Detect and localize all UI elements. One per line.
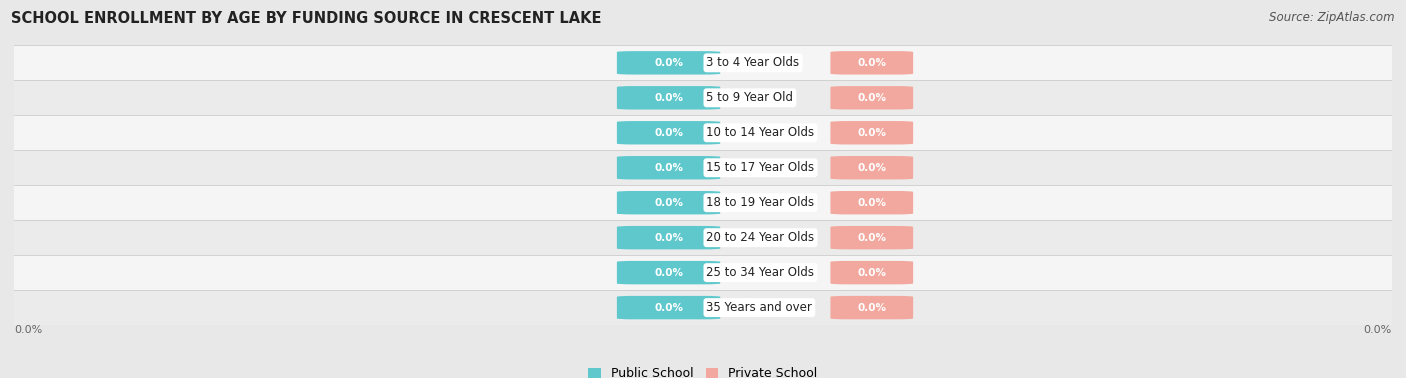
Text: 10 to 14 Year Olds: 10 to 14 Year Olds — [706, 126, 814, 139]
FancyBboxPatch shape — [831, 156, 912, 180]
FancyBboxPatch shape — [831, 261, 912, 284]
Text: 0.0%: 0.0% — [858, 93, 886, 103]
Text: 0.0%: 0.0% — [654, 93, 683, 103]
Text: 18 to 19 Year Olds: 18 to 19 Year Olds — [706, 196, 814, 209]
Text: 20 to 24 Year Olds: 20 to 24 Year Olds — [706, 231, 814, 244]
FancyBboxPatch shape — [831, 226, 912, 249]
Bar — [14, 290, 1392, 325]
Text: 0.0%: 0.0% — [858, 303, 886, 313]
Text: 0.0%: 0.0% — [14, 325, 42, 335]
FancyBboxPatch shape — [831, 191, 912, 214]
Text: 0.0%: 0.0% — [858, 198, 886, 208]
Text: 0.0%: 0.0% — [1364, 325, 1392, 335]
Text: 0.0%: 0.0% — [858, 233, 886, 243]
FancyBboxPatch shape — [831, 296, 912, 319]
Text: 3 to 4 Year Olds: 3 to 4 Year Olds — [706, 56, 800, 69]
Text: 0.0%: 0.0% — [858, 163, 886, 173]
FancyBboxPatch shape — [617, 86, 720, 110]
Text: 0.0%: 0.0% — [654, 163, 683, 173]
Bar — [14, 45, 1392, 81]
Bar — [14, 81, 1392, 115]
FancyBboxPatch shape — [617, 51, 720, 74]
Text: 25 to 34 Year Olds: 25 to 34 Year Olds — [706, 266, 814, 279]
Legend: Public School, Private School: Public School, Private School — [588, 367, 818, 378]
Text: 0.0%: 0.0% — [654, 58, 683, 68]
Text: 0.0%: 0.0% — [654, 233, 683, 243]
Text: 5 to 9 Year Old: 5 to 9 Year Old — [706, 91, 793, 104]
Text: 0.0%: 0.0% — [858, 58, 886, 68]
FancyBboxPatch shape — [617, 121, 720, 144]
Text: 0.0%: 0.0% — [654, 128, 683, 138]
FancyBboxPatch shape — [617, 261, 720, 284]
Text: 0.0%: 0.0% — [654, 303, 683, 313]
Text: 0.0%: 0.0% — [858, 128, 886, 138]
Text: 15 to 17 Year Olds: 15 to 17 Year Olds — [706, 161, 814, 174]
Bar — [14, 185, 1392, 220]
Bar — [14, 220, 1392, 255]
FancyBboxPatch shape — [831, 86, 912, 110]
Text: 0.0%: 0.0% — [858, 268, 886, 277]
Text: SCHOOL ENROLLMENT BY AGE BY FUNDING SOURCE IN CRESCENT LAKE: SCHOOL ENROLLMENT BY AGE BY FUNDING SOUR… — [11, 11, 602, 26]
FancyBboxPatch shape — [831, 121, 912, 144]
FancyBboxPatch shape — [617, 226, 720, 249]
Text: Source: ZipAtlas.com: Source: ZipAtlas.com — [1270, 11, 1395, 24]
FancyBboxPatch shape — [831, 51, 912, 74]
Bar — [14, 115, 1392, 150]
FancyBboxPatch shape — [617, 296, 720, 319]
Text: 0.0%: 0.0% — [654, 268, 683, 277]
Bar — [14, 255, 1392, 290]
Text: 35 Years and over: 35 Years and over — [706, 301, 813, 314]
Text: 0.0%: 0.0% — [654, 198, 683, 208]
FancyBboxPatch shape — [617, 191, 720, 214]
FancyBboxPatch shape — [617, 156, 720, 180]
Bar — [14, 150, 1392, 185]
